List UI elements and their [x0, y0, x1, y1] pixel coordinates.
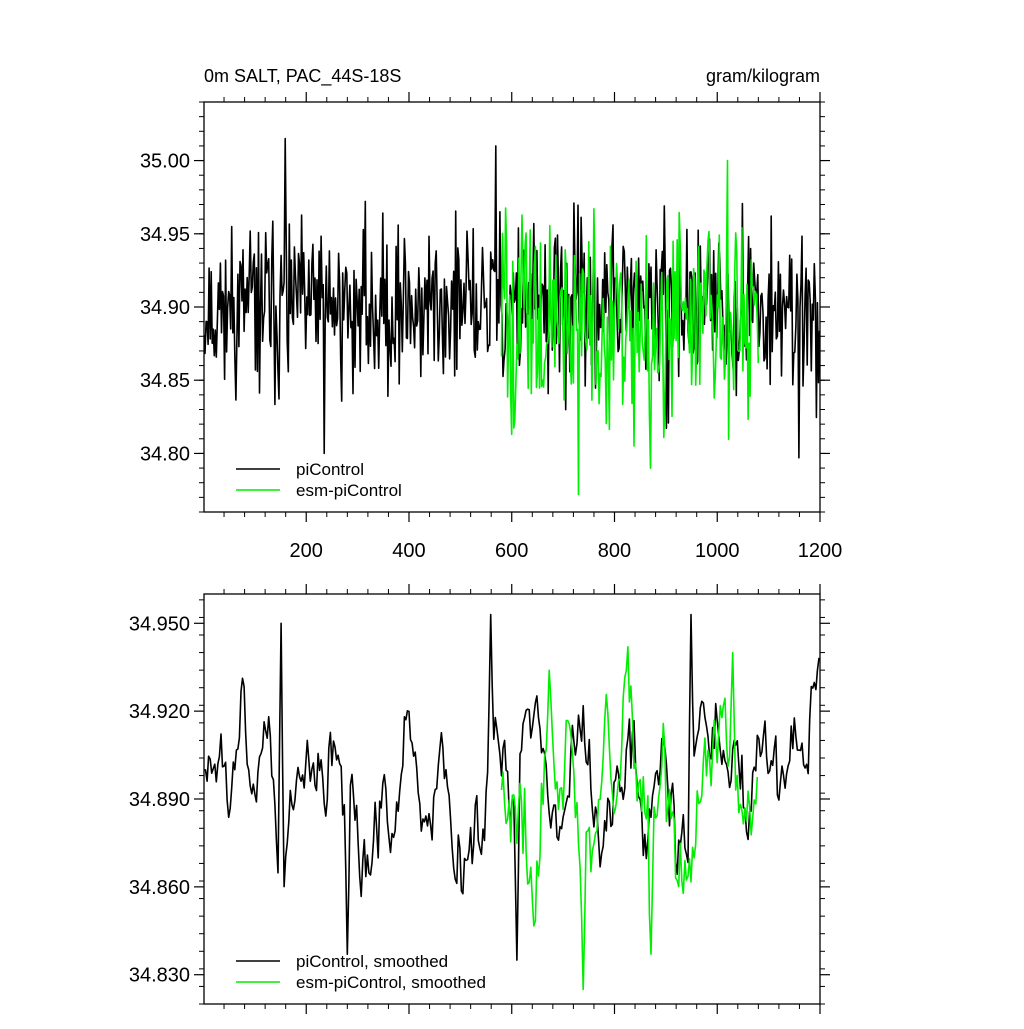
top-series-group: [204, 137, 820, 496]
top-panel: 34.80 34.85 34.90 34.95 35.00 200 400 600 800 100…: [140, 92, 842, 562]
x-tick-label: 800: [598, 540, 631, 562]
chart-title: 0m SALT, PAC_44S-18S: [204, 66, 401, 87]
legend-label-esm-picontrol: esm-piControl: [296, 481, 402, 500]
bottom-ticks: 34.830 34.860 34.890 34.920 34.950: [129, 584, 830, 1014]
bottom-panel: 34.830 34.860 34.890 34.920 34.950 piControl…: [129, 584, 830, 1014]
legend-label-picontrol: piControl: [296, 460, 364, 479]
x-tick-label: 400: [392, 540, 425, 562]
top-legend: piControl esm-piControl: [236, 460, 402, 500]
bottom-legend: piControl, smoothed esm-piControl, smoot…: [236, 952, 486, 992]
units-label: gram/kilogram: [706, 66, 820, 86]
x-tick-label: 1000: [695, 540, 740, 562]
y-tick-label: 35.00: [140, 151, 190, 173]
bottom-plot-frame: [203, 593, 821, 1005]
bottom-series-group: [204, 613, 820, 991]
x-tick-label: 200: [290, 540, 323, 562]
top-plot-frame: [203, 101, 821, 513]
top-ticks: 34.80 34.85 34.90 34.95 35.00 200 400 600 800 100…: [140, 92, 842, 562]
x-tick-label: 1200: [798, 540, 843, 562]
y-tick-label: 34.80: [140, 443, 190, 465]
series-line-picontrol-smoothed: [204, 613, 820, 961]
series-line-esm-picontrol: [500, 159, 760, 496]
y-tick-label: 34.950: [129, 613, 190, 635]
y-tick-label: 34.95: [140, 224, 190, 246]
legend-label-esm-picontrol-smoothed: esm-piControl, smoothed: [296, 973, 486, 992]
y-tick-label: 34.890: [129, 789, 190, 811]
y-tick-label: 34.830: [129, 965, 190, 987]
x-tick-label: 600: [495, 540, 528, 562]
y-tick-label: 34.85: [140, 370, 190, 392]
series-line-esm-picontrol-smoothed: [500, 646, 759, 991]
y-tick-label: 34.90: [140, 297, 190, 319]
y-tick-label: 34.860: [129, 877, 190, 899]
y-tick-label: 34.920: [129, 701, 190, 723]
legend-label-picontrol-smoothed: piControl, smoothed: [296, 952, 448, 971]
